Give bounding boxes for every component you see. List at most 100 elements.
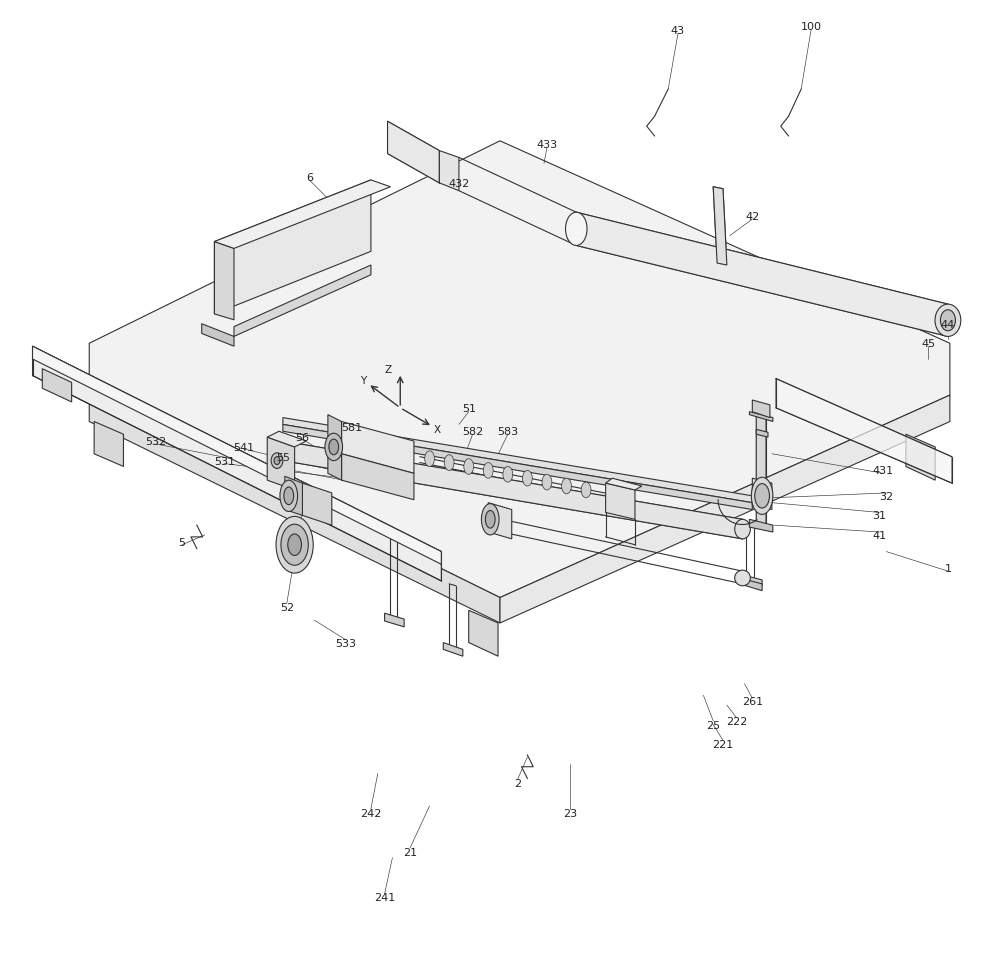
Text: 32: 32 xyxy=(879,491,893,501)
Polygon shape xyxy=(328,415,342,481)
Ellipse shape xyxy=(464,459,474,475)
Polygon shape xyxy=(267,438,295,490)
Ellipse shape xyxy=(483,463,493,479)
Polygon shape xyxy=(283,442,743,539)
Ellipse shape xyxy=(284,488,294,505)
Polygon shape xyxy=(385,614,404,627)
Polygon shape xyxy=(443,643,463,657)
Ellipse shape xyxy=(522,471,532,487)
Polygon shape xyxy=(89,142,950,598)
Text: 433: 433 xyxy=(536,140,558,149)
Ellipse shape xyxy=(425,451,434,467)
Text: 221: 221 xyxy=(712,740,734,749)
Text: 21: 21 xyxy=(403,847,417,857)
Polygon shape xyxy=(202,324,234,347)
Text: 55: 55 xyxy=(276,452,290,462)
Polygon shape xyxy=(89,396,500,623)
Ellipse shape xyxy=(940,311,955,331)
Polygon shape xyxy=(342,422,414,474)
Ellipse shape xyxy=(735,520,750,539)
Ellipse shape xyxy=(735,571,750,586)
Polygon shape xyxy=(776,379,952,484)
Polygon shape xyxy=(33,347,441,581)
Polygon shape xyxy=(606,479,642,490)
Ellipse shape xyxy=(751,478,773,515)
Polygon shape xyxy=(42,369,72,403)
Text: 242: 242 xyxy=(360,808,382,818)
Text: 31: 31 xyxy=(872,511,886,521)
Polygon shape xyxy=(469,611,498,657)
Text: Y: Y xyxy=(361,375,367,386)
Text: 241: 241 xyxy=(374,892,395,902)
Text: 100: 100 xyxy=(801,22,822,32)
Text: 541: 541 xyxy=(233,443,254,452)
Ellipse shape xyxy=(274,457,280,465)
Ellipse shape xyxy=(481,504,499,535)
Text: 1: 1 xyxy=(944,564,951,573)
Polygon shape xyxy=(495,516,502,535)
Text: 42: 42 xyxy=(745,212,759,222)
Ellipse shape xyxy=(280,481,298,512)
Polygon shape xyxy=(267,432,306,447)
Text: 41: 41 xyxy=(872,531,887,540)
Ellipse shape xyxy=(935,305,961,337)
Polygon shape xyxy=(756,430,768,438)
Polygon shape xyxy=(752,401,770,418)
Polygon shape xyxy=(283,418,752,503)
Ellipse shape xyxy=(444,455,454,471)
Polygon shape xyxy=(752,479,772,510)
Ellipse shape xyxy=(755,485,769,509)
Ellipse shape xyxy=(281,525,308,566)
Text: 582: 582 xyxy=(462,427,483,437)
Polygon shape xyxy=(234,266,371,337)
Ellipse shape xyxy=(566,213,587,246)
Text: 25: 25 xyxy=(706,720,720,730)
Text: 533: 533 xyxy=(335,638,356,648)
Text: 51: 51 xyxy=(462,404,476,413)
Text: 432: 432 xyxy=(448,179,470,189)
Text: Z: Z xyxy=(385,364,392,375)
Polygon shape xyxy=(214,242,234,320)
Polygon shape xyxy=(740,574,762,586)
Text: 531: 531 xyxy=(214,456,235,466)
Text: 581: 581 xyxy=(341,423,362,433)
Polygon shape xyxy=(302,484,332,526)
Polygon shape xyxy=(33,347,441,565)
Text: 2: 2 xyxy=(514,779,521,788)
Text: 5: 5 xyxy=(179,537,186,547)
Ellipse shape xyxy=(325,434,343,461)
Ellipse shape xyxy=(329,440,339,455)
Polygon shape xyxy=(500,396,950,623)
Text: 52: 52 xyxy=(280,603,294,613)
Text: 23: 23 xyxy=(563,808,577,818)
Text: 56: 56 xyxy=(295,433,309,443)
Polygon shape xyxy=(906,435,935,481)
Polygon shape xyxy=(749,412,773,422)
Ellipse shape xyxy=(276,517,313,573)
Ellipse shape xyxy=(271,453,283,469)
Text: 43: 43 xyxy=(671,26,685,36)
Ellipse shape xyxy=(275,442,291,461)
Polygon shape xyxy=(756,415,766,530)
Polygon shape xyxy=(439,151,459,191)
Polygon shape xyxy=(342,454,414,500)
Polygon shape xyxy=(749,520,773,532)
Text: 222: 222 xyxy=(726,716,747,726)
Text: 532: 532 xyxy=(145,437,166,446)
Text: 261: 261 xyxy=(742,697,763,706)
Text: X: X xyxy=(433,425,440,435)
Ellipse shape xyxy=(562,479,571,494)
Text: 44: 44 xyxy=(941,319,955,329)
Ellipse shape xyxy=(581,483,591,498)
Ellipse shape xyxy=(288,534,301,556)
Text: 6: 6 xyxy=(306,173,313,183)
Polygon shape xyxy=(283,425,752,510)
Text: 45: 45 xyxy=(921,339,935,349)
Ellipse shape xyxy=(503,467,513,483)
Polygon shape xyxy=(488,503,512,539)
Polygon shape xyxy=(214,181,390,249)
Ellipse shape xyxy=(542,475,552,490)
Text: 583: 583 xyxy=(497,427,518,437)
Polygon shape xyxy=(214,181,371,315)
Polygon shape xyxy=(94,422,123,467)
